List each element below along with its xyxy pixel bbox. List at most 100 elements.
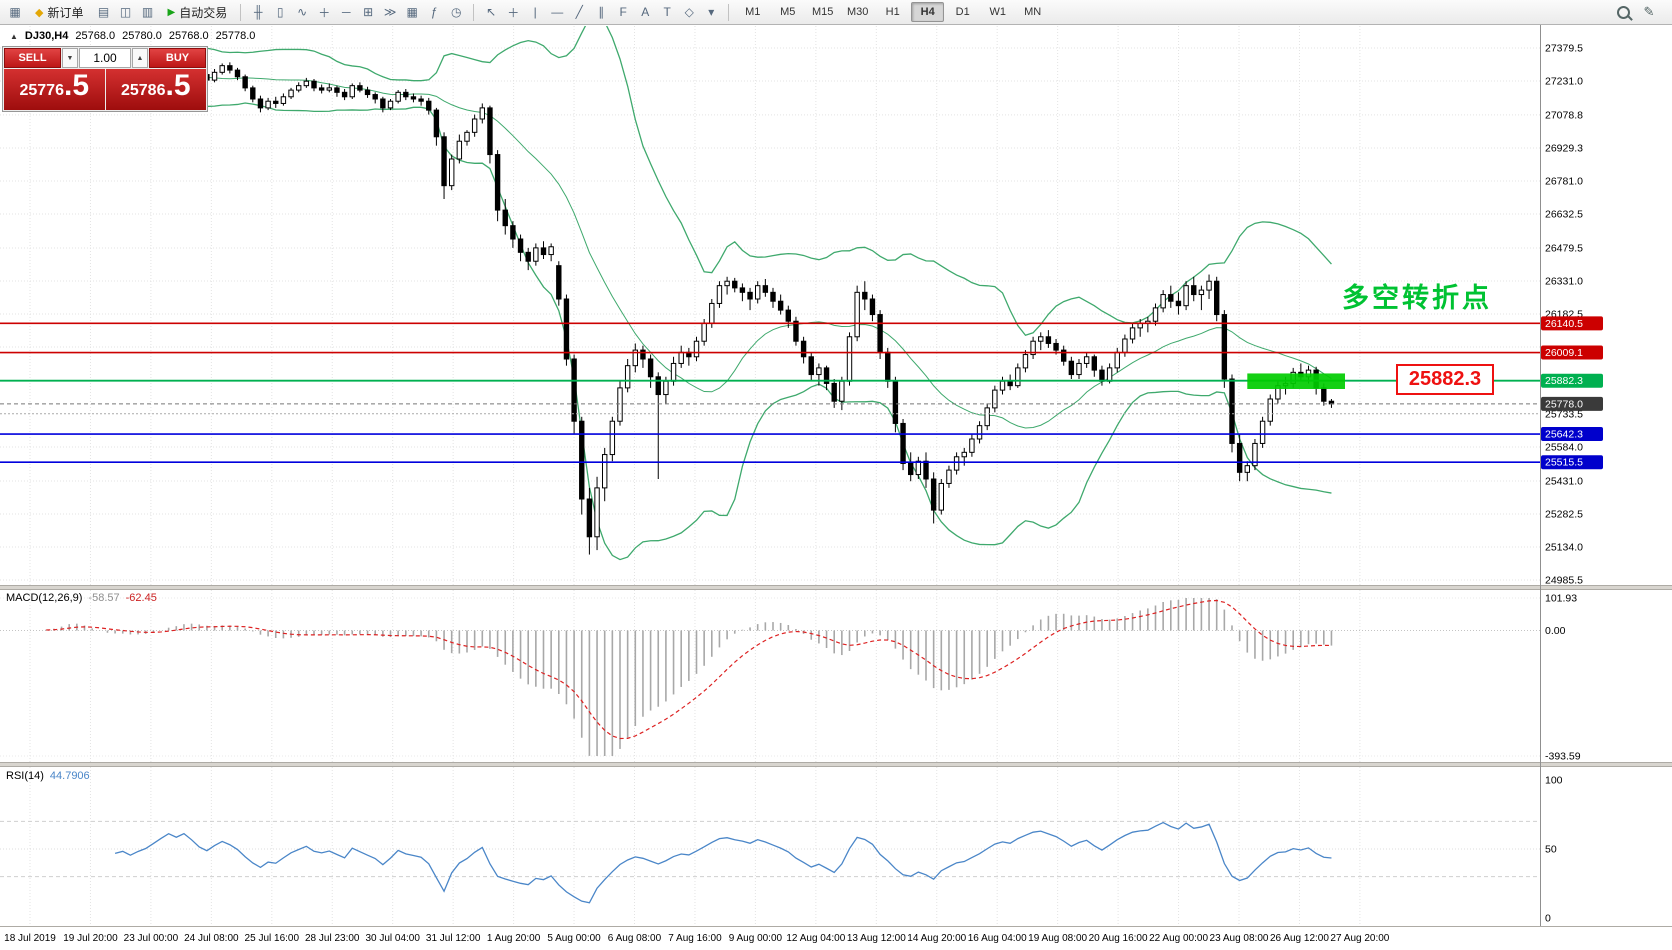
grid-icon[interactable]: ▦ bbox=[406, 5, 418, 19]
highlight-zone[interactable] bbox=[1247, 373, 1345, 389]
toolbar: ▦ ◆ 新订单 ▤ ◫ ▥ ▶ 自动交易 ╫ ▯ ∿ ＋ － ⊞ ≫ ▦ ƒ ◷ ↖ ＋ | ― ╱ ∥ F A T ◇… bbox=[0, 0, 1672, 25]
vertical-gridlines bbox=[29, 26, 1361, 926]
timeframe-H4[interactable]: H4 bbox=[911, 2, 945, 22]
cursor-icon[interactable]: ↖ bbox=[486, 5, 497, 19]
window-icons-group: ▤ ◫ ▥ bbox=[92, 2, 158, 23]
line-chart-icon[interactable]: ∿ bbox=[297, 5, 308, 19]
timeframe-M15[interactable]: M15 bbox=[812, 6, 834, 18]
svg-text:6 Aug 08:00: 6 Aug 08:00 bbox=[608, 933, 662, 944]
timeframe-M1[interactable]: M1 bbox=[745, 6, 761, 18]
svg-text:27 Aug 20:00: 27 Aug 20:00 bbox=[1330, 933, 1389, 944]
svg-text:19 Jul 20:00: 19 Jul 20:00 bbox=[63, 933, 118, 944]
timeframe-D1[interactable]: D1 bbox=[955, 6, 970, 18]
svg-text:0.00: 0.00 bbox=[1545, 625, 1566, 637]
svg-text:24 Jul 08:00: 24 Jul 08:00 bbox=[184, 933, 239, 944]
horizontal-line-icon[interactable]: ― bbox=[551, 5, 564, 19]
buy-price-frac: .5 bbox=[165, 69, 191, 102]
svg-text:25 Jul 16:00: 25 Jul 16:00 bbox=[245, 933, 300, 944]
autotrading-label: 自动交易 bbox=[179, 5, 228, 20]
periods-icon[interactable]: ◷ bbox=[450, 5, 462, 19]
buy-button[interactable]: BUY bbox=[149, 48, 206, 68]
crosshair-icon[interactable]: ＋ bbox=[507, 5, 520, 20]
sell-price-main: 25776 bbox=[19, 82, 64, 99]
trade-panel-toggle[interactable]: ▲ bbox=[10, 31, 18, 41]
market-watch-icon[interactable]: ◫ bbox=[119, 5, 132, 19]
bar-chart-icon[interactable]: ╫ bbox=[253, 5, 263, 19]
rsi-value: 44.7906 bbox=[49, 770, 90, 782]
search-icon[interactable] bbox=[1617, 5, 1630, 19]
symbol-timeframe-label: DJ30,H4 bbox=[24, 30, 69, 42]
fibonacci-icon[interactable]: F bbox=[619, 5, 627, 19]
volume-input[interactable]: 1.00 bbox=[79, 48, 131, 68]
shapes-icon[interactable]: ◇ bbox=[684, 5, 694, 19]
sell-button[interactable]: SELL bbox=[4, 48, 61, 68]
tile-windows-icon[interactable]: ⊞ bbox=[363, 5, 374, 19]
candlestick-chart-icon[interactable]: ▯ bbox=[276, 5, 284, 19]
svg-text:20 Aug 16:00: 20 Aug 16:00 bbox=[1089, 933, 1148, 944]
buy-price-box[interactable]: 25786 .5 bbox=[105, 69, 206, 110]
trendline-icon[interactable]: ╱ bbox=[575, 5, 583, 19]
svg-text:100: 100 bbox=[1545, 775, 1563, 787]
auto-scroll-icon[interactable]: ≫ bbox=[383, 5, 397, 19]
sell-price-box[interactable]: 25776 .5 bbox=[4, 69, 105, 110]
new-order-button[interactable]: ◆ 新订单 bbox=[28, 2, 90, 22]
play-icon: ▶ bbox=[167, 6, 176, 18]
timeframe-switcher: M1 M5 M15 M30 H1 H4 D1 W1 MN bbox=[735, 2, 1050, 22]
close-value: 25778.0 bbox=[215, 30, 256, 42]
svg-text:9 Aug 00:00: 9 Aug 00:00 bbox=[729, 933, 783, 944]
candlestick-series bbox=[5, 47, 1335, 555]
volume-increase-button[interactable]: ▲ bbox=[132, 48, 148, 68]
timeframe-MN[interactable]: MN bbox=[1024, 6, 1042, 18]
zoom-in-icon[interactable]: ＋ bbox=[318, 5, 331, 20]
price-axis[interactable]: 27379.5 27231.0 27078.8 26929.3 26781.0 26632… bbox=[1541, 43, 1603, 925]
indicators-icon[interactable]: ƒ bbox=[430, 5, 438, 19]
time-axis[interactable]: 18 Jul 2019 19 Jul 20:00 23 Jul 00:00 24 Ju… bbox=[4, 933, 1390, 944]
svg-text:16 Aug 04:00: 16 Aug 04:00 bbox=[968, 933, 1027, 944]
volume-decrease-button[interactable]: ▼ bbox=[62, 48, 78, 68]
timeframe-H1[interactable]: H1 bbox=[885, 6, 900, 18]
rsi-pane-header: RSI(14) 44.7906 bbox=[6, 770, 90, 782]
text-label-icon[interactable]: T bbox=[663, 5, 671, 19]
svg-text:26 Aug 12:00: 26 Aug 12:00 bbox=[1270, 933, 1329, 944]
svg-text:25882.3: 25882.3 bbox=[1545, 375, 1583, 387]
bollinger-lower-band bbox=[153, 102, 1332, 561]
svg-text:0: 0 bbox=[1545, 913, 1551, 925]
chart-profiles-icon[interactable]: ▤ bbox=[97, 5, 110, 19]
vertical-line-icon[interactable]: | bbox=[533, 5, 537, 19]
rsi-name: RSI(14) bbox=[6, 770, 44, 782]
channel-icon[interactable]: ∥ bbox=[598, 5, 605, 19]
more-tools-icon[interactable]: ▾ bbox=[708, 5, 715, 19]
svg-text:22 Aug 00:00: 22 Aug 00:00 bbox=[1149, 933, 1208, 944]
svg-text:27379.5: 27379.5 bbox=[1545, 43, 1583, 55]
svg-text:25134.0: 25134.0 bbox=[1545, 542, 1583, 554]
svg-text:25584.0: 25584.0 bbox=[1545, 442, 1583, 454]
navigator-icon[interactable]: ▥ bbox=[141, 5, 154, 19]
new-order-label: 新订单 bbox=[47, 5, 84, 20]
macd-value-signal: -62.45 bbox=[125, 592, 157, 604]
price-badge-26009.1 bbox=[1541, 345, 1603, 360]
sell-price-frac: .5 bbox=[63, 69, 90, 102]
timeframe-W1[interactable]: W1 bbox=[989, 6, 1006, 18]
macd-value-main: -58.57 bbox=[88, 592, 120, 604]
toolbar-separator bbox=[240, 3, 242, 21]
svg-text:26009.1: 26009.1 bbox=[1545, 347, 1583, 359]
open-value: 25768.0 bbox=[75, 30, 116, 42]
svg-text:-393.59: -393.59 bbox=[1545, 751, 1581, 763]
new-chart-icon[interactable]: ▦ bbox=[9, 5, 21, 19]
timeframe-M5[interactable]: M5 bbox=[780, 6, 796, 18]
macd-name: MACD(12,26,9) bbox=[6, 592, 83, 604]
bollinger-upper-band bbox=[153, 26, 1332, 336]
text-icon[interactable]: A bbox=[641, 5, 650, 19]
timeframe-M30[interactable]: M30 bbox=[847, 6, 869, 18]
one-click-trading-panel: SELL ▼ 1.00 ▲ BUY 25776 .5 25786 .5 bbox=[2, 46, 208, 112]
price-badge-25882.3 bbox=[1541, 373, 1603, 388]
svg-text:25431.0: 25431.0 bbox=[1545, 476, 1583, 488]
autotrading-button[interactable]: ▶ 自动交易 bbox=[160, 2, 234, 22]
svg-text:7 Aug 16:00: 7 Aug 16:00 bbox=[668, 933, 722, 944]
svg-text:26331.0: 26331.0 bbox=[1545, 276, 1583, 288]
svg-text:26632.5: 26632.5 bbox=[1545, 209, 1583, 221]
edit-icon[interactable]: ✎ bbox=[1643, 4, 1655, 19]
zoom-out-icon[interactable]: － bbox=[340, 5, 353, 20]
